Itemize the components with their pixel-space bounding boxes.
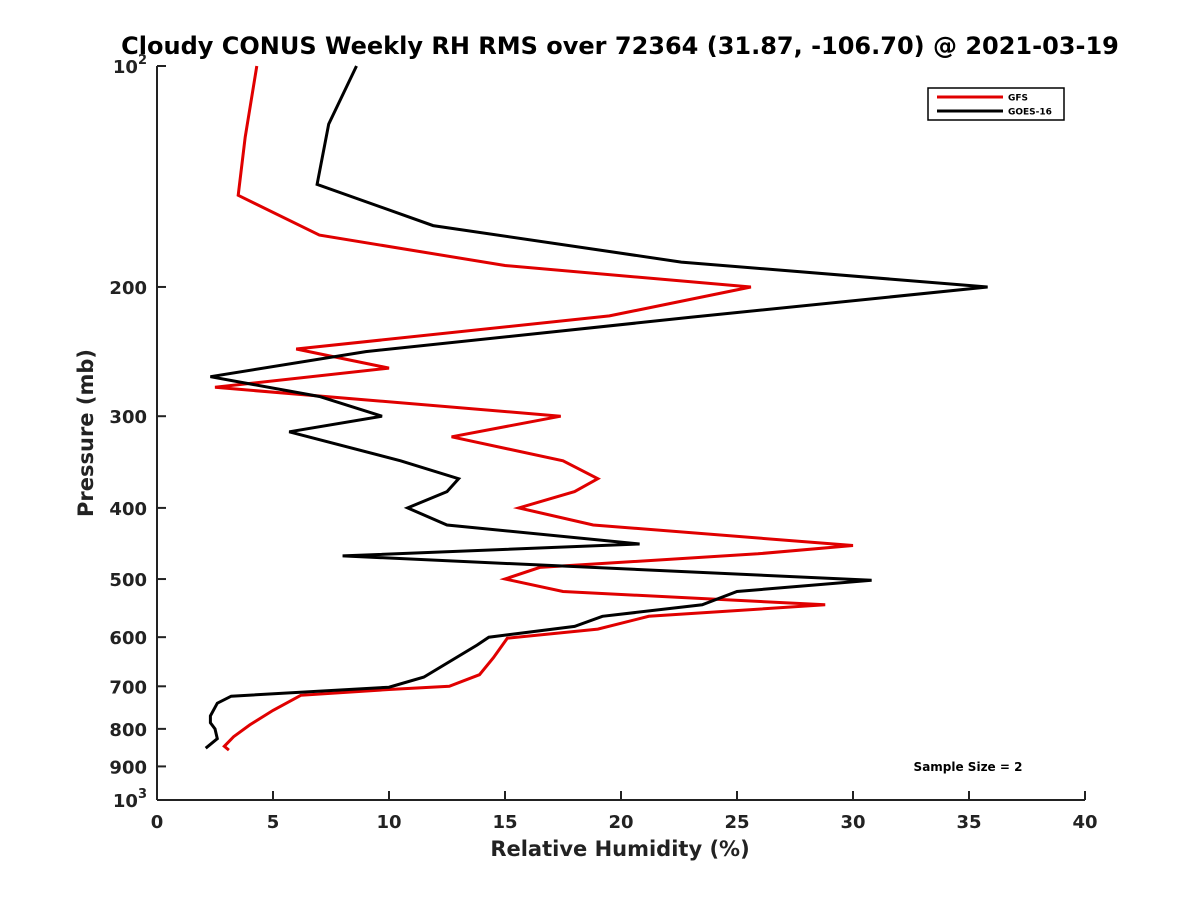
chart-title: Cloudy CONUS Weekly RH RMS over 72364 (3…	[121, 32, 1119, 60]
y-tick-label: 200	[109, 278, 147, 299]
x-tick-label: 0	[151, 812, 164, 833]
y-tick-label: 600	[109, 628, 147, 649]
x-tick-label: 5	[267, 812, 280, 833]
x-tick-label: 30	[840, 812, 865, 833]
series-line-goes-16	[204, 65, 988, 750]
y-tick-label: 700	[109, 677, 147, 698]
legend-box	[927, 87, 1065, 121]
legend-entry-label: GFS	[1008, 94, 1028, 104]
y-tick-label: 102	[113, 53, 147, 78]
y-axis-label: Pressure (mb)	[74, 349, 98, 517]
y-tick-label: 400	[109, 499, 147, 520]
legend-entry-label: GOES-16	[1008, 108, 1052, 118]
x-axis-label: Relative Humidity (%)	[490, 837, 749, 861]
x-tick-label: 20	[608, 812, 633, 833]
y-tick-label: 300	[109, 407, 147, 428]
x-tick-label: 25	[724, 812, 749, 833]
x-tick-label: 35	[956, 812, 981, 833]
y-tick-label: 800	[109, 720, 147, 741]
axes-layer: 0 5 10 15 20 25 30 35 40 102 200 300 400 500 600 700 800…	[109, 53, 1097, 833]
y-tick-label: 900	[109, 757, 147, 778]
y-tick-label: 500	[109, 570, 147, 591]
x-tick-label: 10	[376, 812, 401, 833]
x-tick-label: 15	[492, 812, 517, 833]
series-layer	[204, 65, 988, 752]
x-tick-label: 40	[1072, 812, 1097, 833]
legend: GFS GOES-16	[927, 87, 1065, 121]
y-tick-label: 103	[113, 787, 147, 812]
series-line-gfs	[214, 65, 854, 752]
sample-size-annotation: Sample Size = 2	[914, 760, 1023, 774]
